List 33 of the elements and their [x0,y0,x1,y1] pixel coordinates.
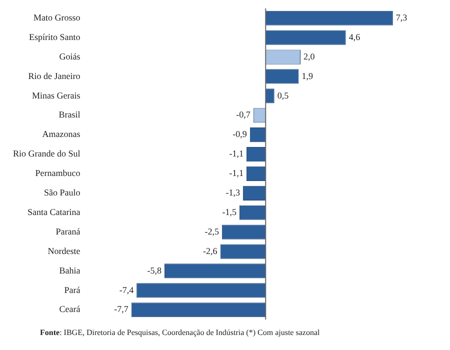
y-tick-label: Paraná [56,226,80,236]
data-label: 1,9 [302,70,314,81]
data-label: 4,6 [348,32,361,42]
data-label: -2,5 [204,226,220,236]
data-label: -2,6 [203,246,218,256]
y-tick-label: Ceará [59,304,80,314]
y-tick-label: Nordeste [48,246,80,256]
y-tick-label: Goiás [59,51,81,62]
y-tick-label: Pernambuco [35,168,81,178]
data-label: -1,3 [226,188,240,198]
data-label: 7,3 [396,12,408,22]
y-tick-label: Brasil [58,110,81,120]
data-label: -7,7 [114,304,129,314]
data-label: -7,4 [119,284,134,295]
data-label: 0,5 [277,90,290,100]
y-tick-label: Rio de Janeiro [28,70,81,81]
y-tick-label: Minas Gerais [32,90,81,100]
y-tick-label: Mato Grosso [33,12,81,22]
y-tick-label: Santa Catarina [28,206,80,217]
y-tick-label: Rio Grande do Sul [12,148,81,159]
data-label: 2,0 [304,51,316,62]
y-tick-label: Espírito Santo [28,32,81,42]
y-tick-label: São Paulo [44,188,81,198]
data-label: -0,9 [232,129,248,140]
data-label: -1,1 [229,168,244,178]
y-tick-label: Amazonas [42,129,81,140]
text: Fonte: IBGE, Diretoria de Pesquisas, Coordenação de Indústria (*) Com ajuste sazonal [40,328,320,337]
y-tick-label: Bahia [59,265,80,276]
y-tick-label: Pará [64,284,80,295]
data-label: -0,7 [236,110,251,120]
data-label: -5,8 [147,265,162,276]
data-label: -1,1 [229,148,244,159]
data-label: -1,5 [222,206,237,217]
